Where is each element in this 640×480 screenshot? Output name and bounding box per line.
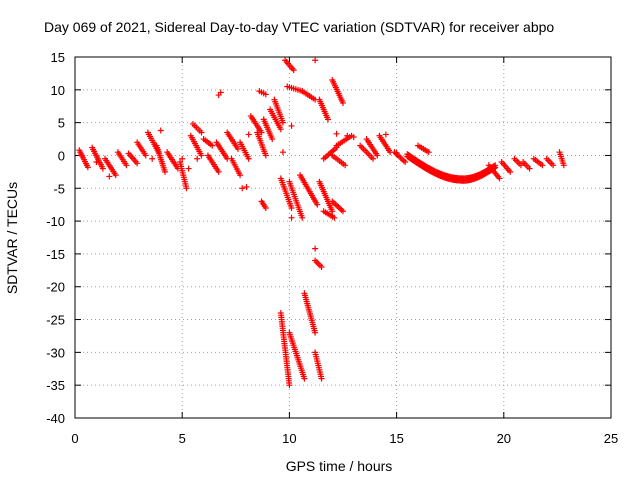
- data-point: [245, 131, 252, 138]
- axis-ticks: 0 5 10 15 20 25 15 10 5 0 -5 -10 -15 -20 -25 -30 -35 -40: [46, 50, 618, 446]
- data-point: [198, 152, 205, 159]
- data-point: [329, 208, 336, 215]
- data-point: [262, 91, 269, 98]
- data-point: [402, 159, 409, 166]
- y-tick-label: 0: [58, 148, 65, 163]
- data-point: [374, 152, 381, 159]
- data-point: [149, 155, 156, 162]
- y-tick-label: -40: [46, 411, 65, 426]
- data-point: [340, 208, 346, 215]
- data-point: [382, 131, 389, 138]
- y-tick-label: -35: [46, 378, 65, 393]
- data-point: [198, 129, 205, 136]
- data-point: [288, 214, 295, 221]
- data-points: [76, 57, 567, 389]
- data-point: [492, 164, 499, 171]
- data-point: [314, 201, 321, 208]
- data-point: [318, 264, 325, 271]
- data-point: [496, 175, 503, 182]
- data-point: [239, 185, 246, 192]
- data-point: [324, 116, 331, 123]
- x-tick-label: 25: [604, 431, 618, 446]
- x-tick-label: 10: [282, 431, 296, 446]
- data-point: [262, 204, 269, 211]
- data-point: [209, 142, 216, 149]
- data-point: [123, 162, 130, 169]
- data-point: [299, 214, 306, 221]
- y-tick-label: -20: [46, 280, 65, 295]
- data-point: [517, 162, 524, 169]
- chart-title: Day 069 of 2021, Sidereal Day-to-day VTE…: [44, 19, 554, 35]
- data-point: [262, 152, 269, 159]
- x-tick-label: 5: [179, 431, 186, 446]
- data-point: [277, 126, 284, 133]
- data-point: [243, 183, 250, 190]
- data-point: [425, 149, 432, 156]
- data-point: [157, 127, 164, 134]
- data-point: [134, 160, 141, 167]
- data-point: [301, 375, 308, 382]
- data-point: [560, 162, 567, 169]
- data-point: [350, 134, 357, 141]
- data-point: [331, 214, 338, 221]
- data-point: [333, 130, 340, 137]
- data-point: [162, 168, 169, 175]
- data-point: [84, 164, 91, 171]
- data-point: [393, 149, 400, 156]
- y-tick-label: -30: [46, 345, 65, 360]
- data-point: [183, 185, 190, 192]
- data-point: [194, 155, 201, 162]
- data-point: [370, 155, 377, 162]
- data-point: [93, 159, 100, 166]
- data-point: [340, 99, 346, 106]
- data-point: [78, 152, 85, 159]
- data-point: [99, 165, 106, 172]
- data-point: [112, 172, 119, 179]
- data-point: [185, 165, 192, 172]
- data-point: [312, 57, 319, 64]
- data-point: [245, 155, 252, 162]
- data-point: [491, 165, 498, 172]
- data-point: [106, 173, 113, 180]
- y-tick-label: 10: [51, 83, 65, 98]
- data-point: [234, 145, 241, 152]
- data-point: [312, 245, 319, 252]
- data-point: [217, 89, 224, 96]
- data-point: [318, 375, 325, 382]
- data-point: [550, 162, 557, 169]
- y-tick-label: 5: [58, 116, 65, 131]
- data-point: [237, 172, 244, 179]
- y-axis-label: SDTVAR / TECUs: [4, 182, 20, 294]
- data-point: [279, 119, 286, 126]
- data-point: [288, 204, 295, 211]
- x-axis-label: GPS time / hours: [286, 458, 393, 474]
- y-tick-label: -5: [53, 181, 65, 196]
- data-point: [507, 168, 514, 175]
- x-tick-label: 20: [497, 431, 511, 446]
- y-tick-label: -25: [46, 313, 65, 328]
- y-tick-label: 15: [51, 50, 65, 65]
- x-tick-label: 0: [71, 431, 78, 446]
- data-point: [288, 122, 295, 129]
- data-point: [279, 149, 286, 156]
- y-tick-label: -15: [46, 247, 65, 262]
- data-point: [344, 132, 351, 139]
- y-tick-label: -10: [46, 214, 65, 229]
- data-point: [290, 67, 297, 74]
- data-point: [312, 329, 319, 336]
- x-tick-label: 15: [389, 431, 403, 446]
- data-point: [215, 168, 222, 175]
- data-point: [342, 162, 349, 169]
- data-point: [286, 382, 293, 389]
- data-point: [179, 155, 186, 162]
- data-point: [526, 165, 533, 172]
- grid-lines: [75, 57, 611, 418]
- data-point: [142, 152, 149, 159]
- data-point: [269, 136, 276, 143]
- plot-frame: [74, 56, 612, 419]
- data-point: [539, 162, 546, 169]
